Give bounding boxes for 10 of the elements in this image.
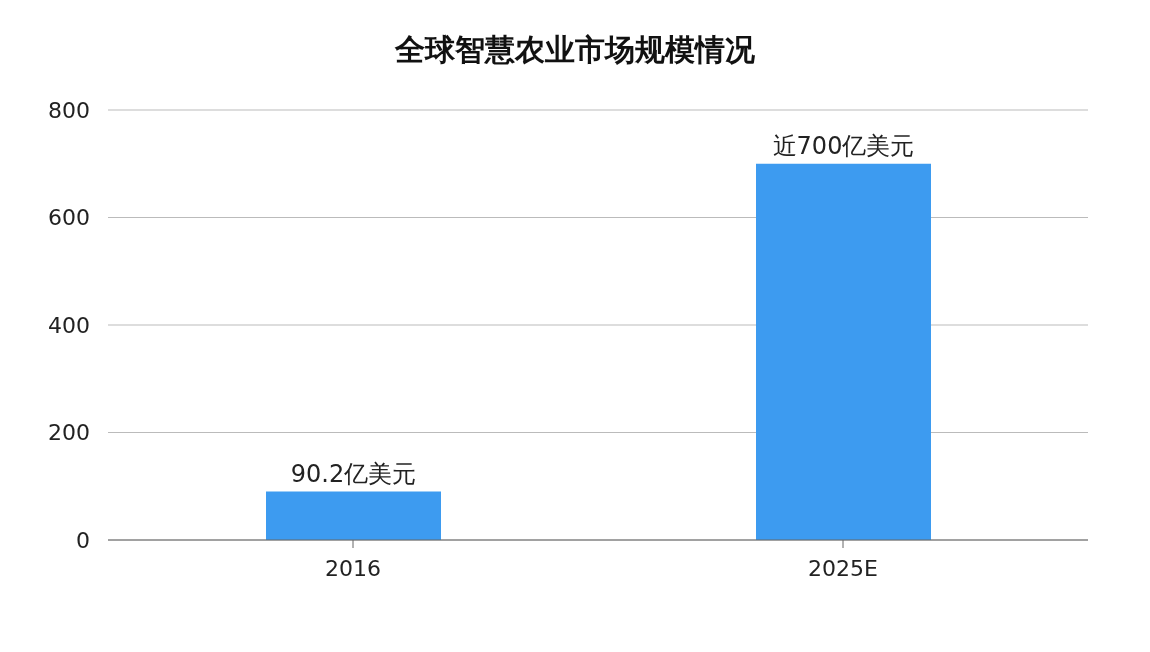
chart-title: 全球智慧农业市场规模情况 — [394, 31, 756, 69]
data-label: 近700亿美元 — [772, 131, 915, 160]
x-tick-label: 2016 — [325, 555, 381, 581]
data-label: 90.2亿美元 — [290, 459, 417, 488]
y-tick-label: 800 — [48, 97, 90, 123]
y-tick-label: 400 — [48, 312, 90, 338]
y-tick-label: 600 — [48, 205, 90, 231]
x-tick-label: 2025E — [808, 555, 878, 581]
y-tick-label: 0 — [76, 527, 90, 553]
y-tick-label: 200 — [48, 420, 90, 446]
